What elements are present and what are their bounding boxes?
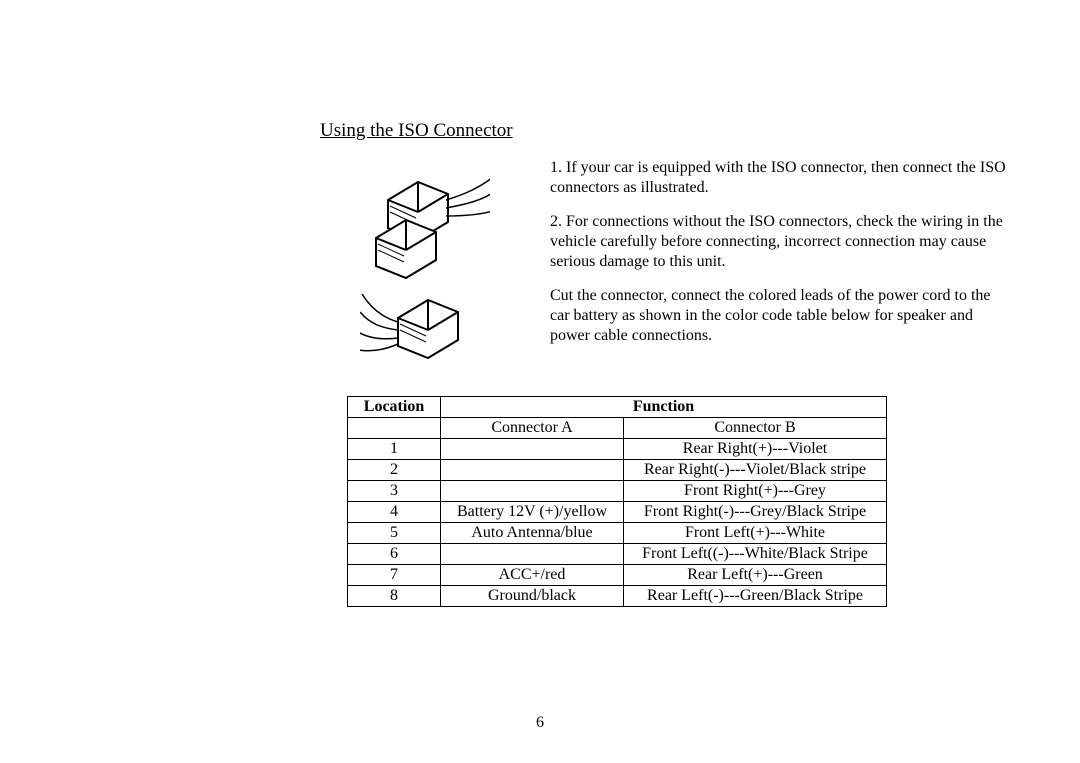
- table-row: 2 Rear Right(-)---Violet/Black stripe: [348, 460, 887, 481]
- wiring-table: Location Function Connector A Connector …: [347, 396, 887, 607]
- cell-connector-a: ACC+/red: [441, 565, 624, 586]
- cell-connector-a: [441, 460, 624, 481]
- header-location: Location: [348, 397, 441, 418]
- cell-connector-a: [441, 439, 624, 460]
- table-row: 1 Rear Right(+)---Violet: [348, 439, 887, 460]
- cell-connector-a: [441, 544, 624, 565]
- cell-location: 4: [348, 502, 441, 523]
- instruction-text: 1. If your car is equipped with the ISO …: [550, 158, 1010, 360]
- cell-location: 2: [348, 460, 441, 481]
- iso-connector-illustration: [360, 160, 490, 360]
- cell-connector-b: Front Left(+)---White: [624, 523, 887, 544]
- cell-connector-b: Rear Left(+)---Green: [624, 565, 887, 586]
- cell-connector-b: Front Left((-)---White/Black Stripe: [624, 544, 887, 565]
- cell-connector-a: Auto Antenna/blue: [441, 523, 624, 544]
- subheader-connector-b: Connector B: [624, 418, 887, 439]
- paragraph-1: 1. If your car is equipped with the ISO …: [550, 158, 1010, 198]
- cell-connector-b: Rear Left(-)---Green/Black Stripe: [624, 586, 887, 607]
- paragraph-2: 2. For connections without the ISO conne…: [550, 212, 1010, 272]
- cell-connector-b: Front Right(-)---Grey/Black Stripe: [624, 502, 887, 523]
- section-heading: Using the ISO Connector: [320, 120, 513, 142]
- cell-connector-a: Ground/black: [441, 586, 624, 607]
- cell-blank: [348, 418, 441, 439]
- table-row: 7 ACC+/red Rear Left(+)---Green: [348, 565, 887, 586]
- cell-connector-a: [441, 481, 624, 502]
- cell-location: 1: [348, 439, 441, 460]
- page-number: 6: [0, 714, 1080, 732]
- table-row: 6 Front Left((-)---White/Black Stripe: [348, 544, 887, 565]
- cell-connector-b: Front Right(+)---Grey: [624, 481, 887, 502]
- table-subheader-row: Connector A Connector B: [348, 418, 887, 439]
- cell-connector-a: Battery 12V (+)/yellow: [441, 502, 624, 523]
- table-row: 4 Battery 12V (+)/yellow Front Right(-)-…: [348, 502, 887, 523]
- table-row: 5 Auto Antenna/blue Front Left(+)---Whit…: [348, 523, 887, 544]
- cell-location: 6: [348, 544, 441, 565]
- connector-icon: [360, 160, 490, 360]
- cell-connector-b: Rear Right(-)---Violet/Black stripe: [624, 460, 887, 481]
- paragraph-3: Cut the connector, connect the colored l…: [550, 286, 1010, 346]
- cell-location: 3: [348, 481, 441, 502]
- cell-location: 5: [348, 523, 441, 544]
- cell-connector-b: Rear Right(+)---Violet: [624, 439, 887, 460]
- subheader-connector-a: Connector A: [441, 418, 624, 439]
- cell-location: 7: [348, 565, 441, 586]
- document-page: Using the ISO Connector: [0, 0, 1080, 763]
- cell-location: 8: [348, 586, 441, 607]
- table-row: 3 Front Right(+)---Grey: [348, 481, 887, 502]
- table-row: 8 Ground/black Rear Left(-)---Green/Blac…: [348, 586, 887, 607]
- table-header-row: Location Function: [348, 397, 887, 418]
- header-function: Function: [441, 397, 887, 418]
